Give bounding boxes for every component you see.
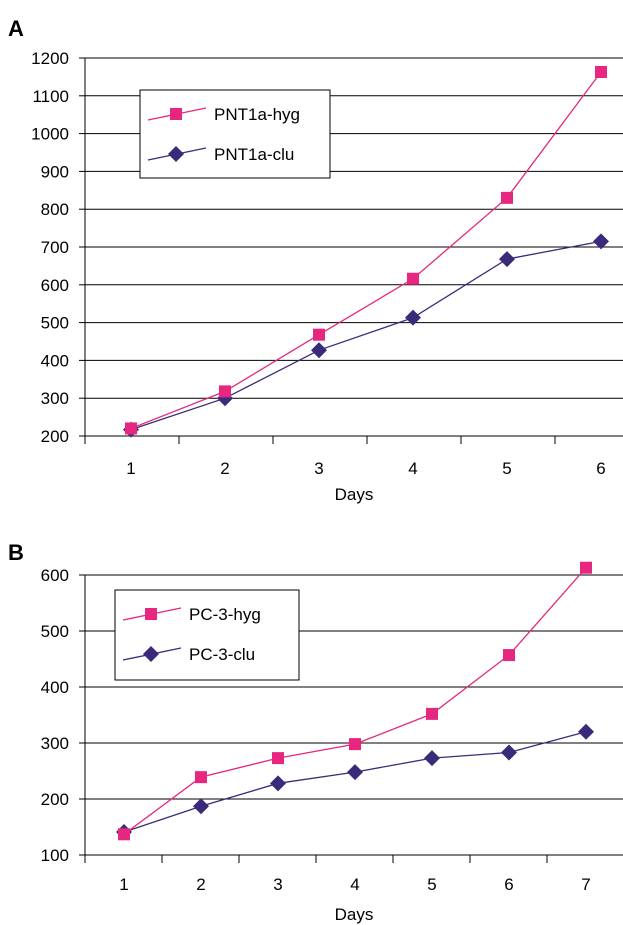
data-point-PC-3-clu bbox=[193, 798, 209, 815]
data-point-PC-3-hyg bbox=[118, 828, 130, 841]
y-tick-label: 500 bbox=[41, 622, 69, 641]
data-point-PC-3-hyg bbox=[195, 771, 207, 784]
y-tick-label: 700 bbox=[41, 238, 69, 257]
data-point-PNT1a-clu bbox=[593, 233, 609, 250]
y-tick-label: 1100 bbox=[32, 87, 69, 106]
legend-marker bbox=[170, 108, 182, 120]
data-point-PC-3-clu bbox=[347, 764, 363, 781]
y-tick-label: 400 bbox=[41, 351, 69, 370]
x-tick-label: 3 bbox=[314, 459, 323, 478]
x-tick-label: 1 bbox=[119, 875, 128, 894]
x-tick-label: 4 bbox=[350, 875, 359, 894]
legend-box bbox=[114, 589, 300, 681]
x-tick-label: 2 bbox=[220, 459, 229, 478]
data-point-PNT1a-hyg bbox=[125, 422, 137, 435]
legend-marker bbox=[168, 146, 184, 162]
panel-label-b: B bbox=[8, 540, 24, 565]
x-tick-label: 6 bbox=[596, 459, 605, 478]
legend-label: PNT1a-hyg bbox=[214, 105, 300, 124]
data-point-PNT1a-hyg bbox=[407, 272, 419, 285]
data-point-PNT1a-clu bbox=[499, 251, 515, 268]
data-point-PNT1a-hyg bbox=[313, 328, 325, 341]
y-tick-label: 300 bbox=[41, 389, 69, 408]
x-tick-label: 1 bbox=[126, 459, 135, 478]
y-tick-label: 100 bbox=[41, 846, 69, 865]
data-point-PC-3-clu bbox=[270, 775, 286, 792]
legend-marker bbox=[143, 646, 159, 662]
data-point-PNT1a-clu bbox=[311, 342, 327, 359]
y-tick-label: 500 bbox=[41, 314, 69, 333]
y-tick-label: 900 bbox=[41, 162, 69, 181]
data-point-PNT1a-hyg bbox=[501, 191, 513, 204]
y-tick-label: 600 bbox=[41, 566, 69, 585]
x-tick-label: 6 bbox=[504, 875, 513, 894]
legend-marker bbox=[145, 608, 157, 620]
x-tick-label: 5 bbox=[427, 875, 436, 894]
data-point-PNT1a-hyg bbox=[219, 385, 231, 398]
data-point-PC-3-hyg bbox=[349, 738, 361, 751]
y-tick-label: 400 bbox=[41, 678, 69, 697]
data-point-PC-3-clu bbox=[578, 723, 594, 740]
panel-label-a: A bbox=[8, 16, 24, 41]
legend-label: PC-3-hyg bbox=[189, 605, 261, 624]
y-tick-label: 300 bbox=[41, 734, 69, 753]
data-point-PNT1a-clu bbox=[405, 309, 421, 326]
x-axis-title: Days bbox=[335, 905, 374, 924]
data-point-PC-3-hyg bbox=[426, 707, 438, 720]
y-tick-label: 200 bbox=[41, 427, 69, 446]
y-tick-label: 200 bbox=[41, 790, 69, 809]
data-point-PNT1a-hyg bbox=[595, 65, 607, 78]
data-point-PC-3-clu bbox=[424, 750, 440, 767]
legend-box bbox=[139, 89, 331, 179]
y-tick-label: 600 bbox=[41, 276, 69, 295]
series-line-PNT1a-hyg bbox=[130, 71, 602, 430]
y-tick-label: 1200 bbox=[31, 49, 69, 68]
x-tick-label: 4 bbox=[408, 459, 417, 478]
x-tick-label: 3 bbox=[273, 875, 282, 894]
data-point-PC-3-clu bbox=[501, 744, 517, 761]
y-tick-label: 800 bbox=[41, 200, 69, 219]
x-tick-label: 5 bbox=[502, 459, 511, 478]
data-point-PC-3-hyg bbox=[503, 649, 515, 662]
x-axis-title: Days bbox=[335, 485, 374, 504]
y-tick-label: 1000 bbox=[31, 125, 69, 144]
x-tick-label: 7 bbox=[581, 875, 590, 894]
legend-label: PC-3-clu bbox=[189, 645, 255, 664]
series-line-PNT1a-clu bbox=[130, 240, 602, 431]
x-tick-label: 2 bbox=[196, 875, 205, 894]
legend-label: PNT1a-clu bbox=[214, 145, 294, 164]
data-point-PC-3-hyg bbox=[580, 561, 592, 574]
data-point-PC-3-hyg bbox=[272, 752, 284, 765]
